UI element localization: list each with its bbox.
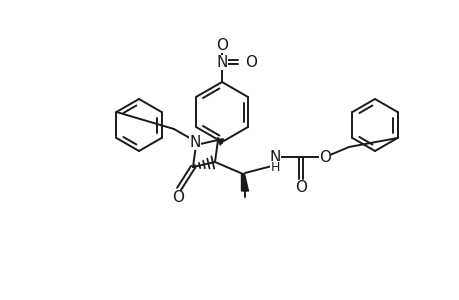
Text: O: O <box>294 181 306 196</box>
Text: N: N <box>269 149 280 164</box>
Text: N: N <box>216 55 227 70</box>
Text: O: O <box>216 38 228 52</box>
Text: O: O <box>318 149 330 164</box>
Text: O: O <box>172 190 184 206</box>
Text: N: N <box>189 134 200 149</box>
Polygon shape <box>241 174 248 191</box>
Polygon shape <box>217 139 223 145</box>
Text: H: H <box>270 160 279 173</box>
Text: O: O <box>245 55 257 70</box>
